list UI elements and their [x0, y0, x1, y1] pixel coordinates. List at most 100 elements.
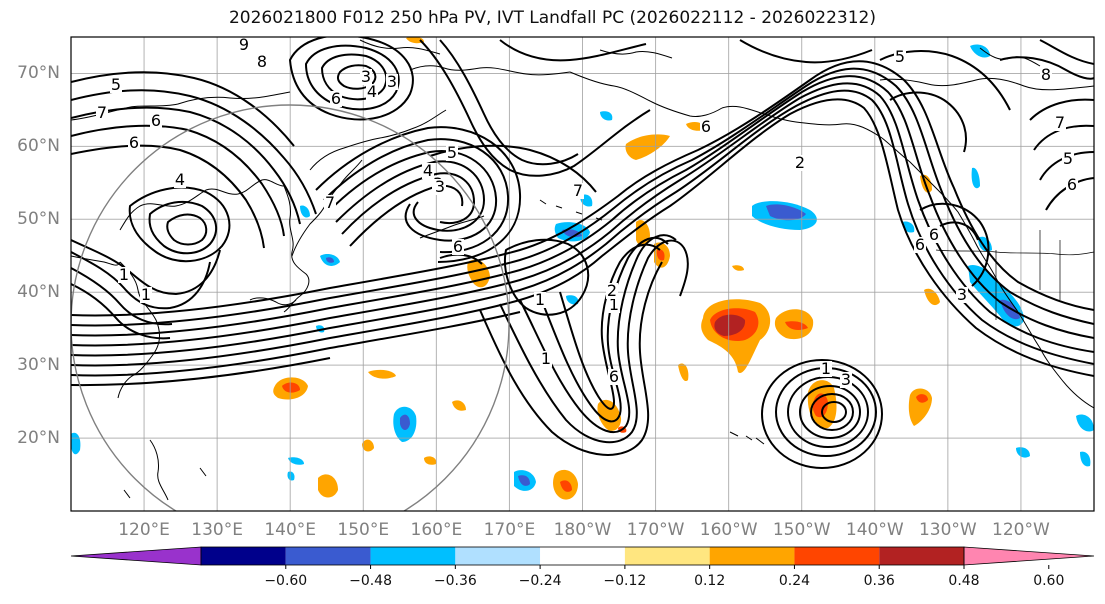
lat-label-60: 60°N: [17, 136, 60, 156]
latitude-axis: 70°N 60°N 50°N 40°N 30°N 20°N: [17, 63, 60, 448]
colorbar-tick-label: −0.60: [264, 573, 307, 589]
svg-text:7: 7: [1055, 113, 1065, 132]
contour-label: 6: [452, 237, 464, 256]
colorbar-segment: [285, 547, 371, 565]
lon-label: 150°E: [337, 520, 389, 540]
svg-text:6: 6: [701, 117, 711, 136]
contour-label: 2: [606, 281, 618, 300]
colorbar-segment: [201, 547, 286, 565]
svg-text:5: 5: [1063, 149, 1073, 168]
colorbar-segment: [370, 547, 456, 565]
zonal-jet-contours: [71, 60, 1094, 387]
contour-label: 3: [386, 72, 398, 91]
colorbar-segment: [455, 547, 541, 565]
colorbar-tick-label: −0.12: [603, 573, 646, 589]
svg-text:6: 6: [453, 237, 463, 256]
colorbar-ticks: −0.60 −0.48 −0.36 −0.24 −0.12 0.12 0.24 0.36 0.4…: [264, 565, 1064, 589]
svg-text:1: 1: [119, 265, 129, 284]
contour-label: 3: [840, 370, 852, 389]
lon-label: 120°E: [118, 520, 170, 540]
svg-text:6: 6: [151, 111, 161, 130]
svg-text:1: 1: [141, 285, 151, 304]
colorbar-tick-label: −0.36: [434, 573, 477, 589]
contour-label: 3: [434, 177, 446, 196]
svg-text:2: 2: [795, 153, 805, 172]
svg-text:5: 5: [447, 143, 457, 162]
lon-label: 170°W: [627, 520, 685, 540]
colorbar-segment: [794, 547, 880, 565]
lon-label: 130°W: [919, 520, 977, 540]
lon-label: 160°W: [700, 520, 758, 540]
contour-label: 7: [324, 193, 336, 212]
colorbar-extend-high: [963, 546, 1095, 566]
lon-label: 180°W: [554, 520, 612, 540]
colorbar-tick-label: 0.60: [1033, 573, 1064, 589]
trough-contours: [479, 234, 689, 456]
lon-label: 170°E: [484, 520, 536, 540]
svg-text:3: 3: [387, 72, 397, 91]
lon-label: 150°W: [773, 520, 831, 540]
svg-text:4: 4: [367, 82, 377, 101]
pv-contours: [71, 37, 1094, 469]
map-frame: [70, 36, 1095, 512]
svg-text:6: 6: [1067, 175, 1077, 194]
contour-label: 6: [128, 133, 140, 152]
svg-text:6: 6: [331, 89, 341, 108]
colorbar-tick-label: 0.12: [694, 573, 725, 589]
svg-text:6: 6: [915, 235, 925, 254]
contour-label: 7: [96, 103, 108, 122]
colorbar-tick-label: 0.36: [864, 573, 895, 589]
svg-text:2: 2: [607, 281, 617, 300]
contour-label: 6: [1066, 175, 1078, 194]
figure-title: 2026021800 F012 250 hPa PV, IVT Landfall…: [228, 8, 876, 28]
longitude-axis: 120°E 130°E 140°E 150°E 160°E 170°E 180°W 170°W…: [118, 520, 1050, 540]
svg-text:3: 3: [361, 67, 371, 86]
contour-label: 1: [608, 295, 620, 314]
contour-label: 4: [422, 161, 434, 180]
contour-label: 1: [820, 359, 832, 378]
lat-label-70: 70°N: [17, 63, 60, 83]
contour-label: 6: [914, 235, 926, 254]
svg-text:6: 6: [929, 225, 939, 244]
svg-text:5: 5: [111, 75, 121, 94]
svg-text:4: 4: [423, 161, 433, 180]
contour-label: 5: [110, 75, 122, 94]
lat-label-30: 30°N: [17, 355, 60, 375]
svg-text:3: 3: [957, 285, 967, 304]
contour-label: 1: [534, 290, 546, 309]
svg-text:1: 1: [535, 290, 545, 309]
contour-label: 8: [256, 52, 268, 71]
landfall-radius-circle: [71, 104, 510, 511]
svg-text:5: 5: [895, 47, 905, 66]
contour-label: 5: [894, 47, 906, 66]
colorbar-segment: [540, 547, 625, 565]
svg-text:7: 7: [325, 193, 335, 212]
contour-label: 5: [446, 143, 458, 162]
contour-label: 6: [700, 117, 712, 136]
colorbar-tick-label: 0.24: [779, 573, 810, 589]
colorbar-segments: [70, 546, 1095, 566]
contour-labels: 5766498633473114356117261231665673568: [96, 35, 1078, 389]
lon-label: 130°E: [191, 520, 243, 540]
contour-label: 5: [1062, 149, 1074, 168]
contour-label: 7: [572, 181, 584, 200]
svg-text:4: 4: [175, 170, 185, 189]
colorbar: −0.60 −0.48 −0.36 −0.24 −0.12 0.12 0.24 0.36 0.4…: [70, 546, 1095, 589]
svg-text:7: 7: [573, 181, 583, 200]
contour-label: 7: [1054, 113, 1066, 132]
svg-text:8: 8: [1041, 65, 1051, 84]
contour-label: 3: [956, 285, 968, 304]
lon-label: 120°W: [992, 520, 1050, 540]
colorbar-tick-label: 0.48: [948, 573, 979, 589]
svg-text:1: 1: [609, 295, 619, 314]
colorbar-tick-label: −0.24: [519, 573, 562, 589]
pv-anomaly-patches: [71, 37, 1094, 500]
svg-text:9: 9: [239, 35, 249, 54]
lat-label-20: 20°N: [17, 428, 60, 448]
colorbar-extend-low: [70, 546, 202, 566]
svg-text:1: 1: [821, 359, 831, 378]
contour-label: 6: [928, 225, 940, 244]
svg-text:6: 6: [609, 367, 619, 386]
lon-label: 140°W: [846, 520, 904, 540]
